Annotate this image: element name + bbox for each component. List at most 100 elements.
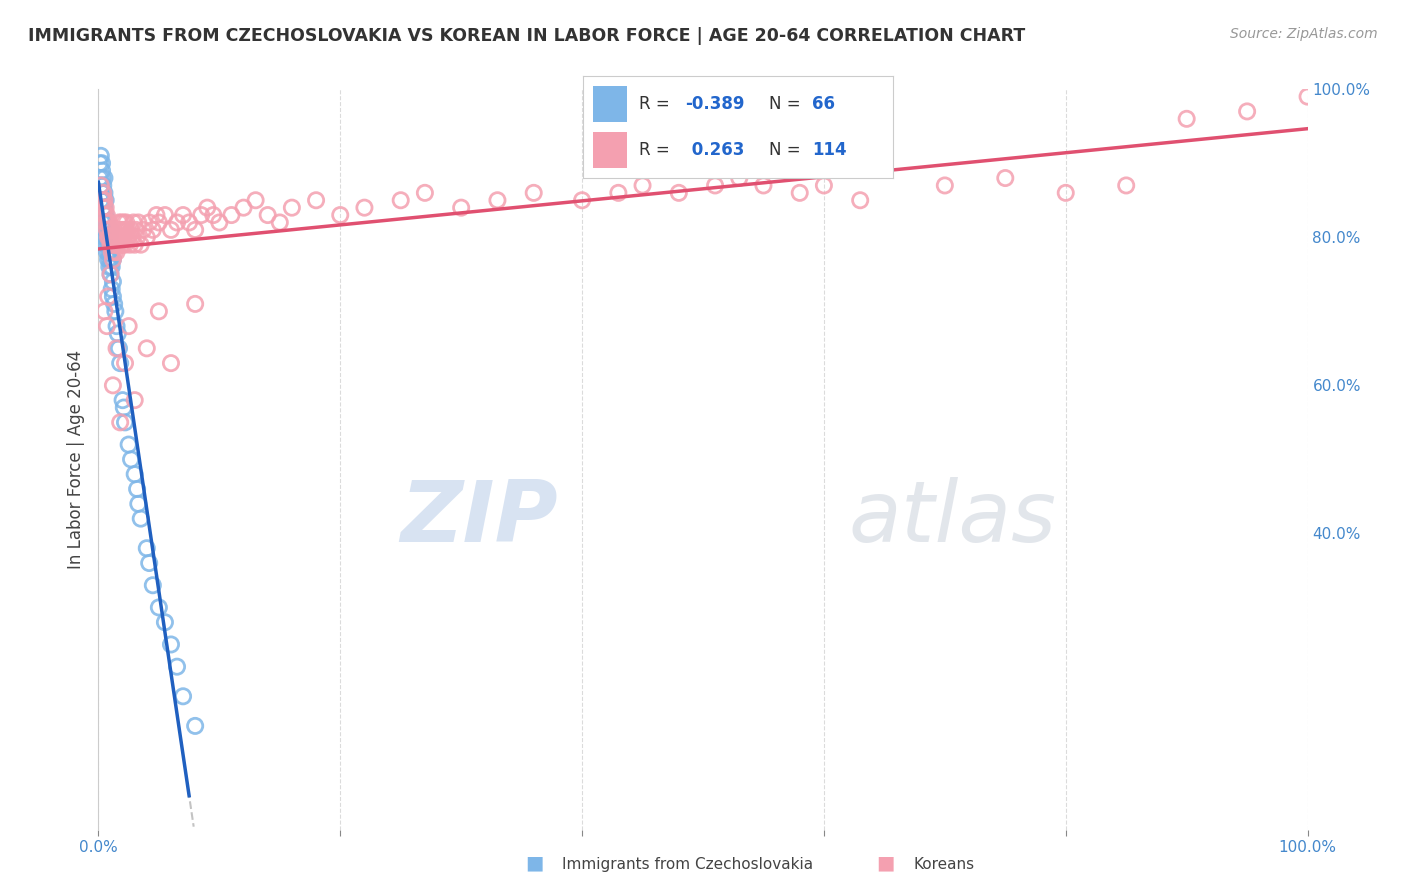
Point [389,194,412,208]
Point [166,215,188,229]
Point [103,230,125,244]
Point [607,186,630,200]
Point [97,289,120,303]
Point [91,194,114,208]
Point [120,452,142,467]
Text: 0.263: 0.263 [686,141,744,159]
Point [98,245,121,260]
Text: -0.389: -0.389 [686,95,745,112]
Point [100,245,122,260]
Point [148,215,170,229]
Point [94,237,117,252]
Point [145,208,167,222]
Point [93,186,115,200]
Point [104,237,127,252]
Point [96,215,118,229]
Point [111,393,134,408]
Bar [593,132,627,168]
Point [91,215,114,229]
Point [1115,178,1137,193]
Point [114,415,136,429]
Point [107,223,129,237]
Point [208,215,231,229]
Point [135,341,157,355]
Point [486,194,509,208]
Point [100,252,122,267]
Point [269,215,291,229]
Point [108,223,131,237]
Point [184,223,207,237]
Text: N =: N = [769,95,806,112]
Point [97,252,120,267]
Point [91,186,114,200]
Point [135,541,157,556]
Point [281,201,304,215]
Point [93,201,115,215]
Text: IMMIGRANTS FROM CZECHOSLOVAKIA VS KOREAN IN LABOR FORCE | AGE 20-64 CORRELATION : IMMIGRANTS FROM CZECHOSLOVAKIA VS KOREAN… [28,27,1025,45]
Point [129,237,152,252]
Point [118,437,141,451]
Point [125,223,148,237]
Point [118,230,141,244]
Point [112,230,135,244]
Point [90,178,112,193]
Point [104,223,127,237]
Point [100,268,122,282]
Point [100,282,122,296]
Point [934,178,956,193]
Point [93,215,115,229]
Point [100,237,122,252]
Point [93,194,115,208]
Point [111,223,134,237]
Point [97,237,120,252]
Point [98,215,121,229]
Point [91,186,114,200]
Point [631,178,654,193]
Point [108,237,131,252]
Point [91,156,114,170]
Point [89,156,111,170]
Point [704,178,727,193]
Point [179,215,201,229]
Point [91,201,114,215]
Point [1296,89,1319,103]
Text: Immigrants from Czechoslovakia: Immigrants from Czechoslovakia [562,857,814,872]
Point [108,341,131,355]
Point [202,208,225,222]
Point [94,215,117,229]
Point [105,319,128,334]
Point [108,215,131,229]
Point [190,208,212,222]
Point [221,208,243,222]
Point [91,178,114,193]
Text: N =: N = [769,141,806,159]
Point [994,171,1017,186]
Point [118,319,141,334]
Point [94,223,117,237]
Point [103,245,125,260]
Point [571,194,593,208]
Point [129,511,152,525]
Point [184,719,207,733]
Point [101,275,124,289]
Point [789,186,811,200]
Point [90,149,112,163]
Point [105,245,128,260]
Point [120,223,142,237]
Point [112,401,135,415]
Point [93,194,115,208]
Point [160,356,183,370]
Point [91,171,114,186]
Point [105,230,128,244]
Point [100,268,122,282]
Point [110,230,132,244]
Point [114,223,136,237]
Point [256,208,278,222]
Text: ZIP: ZIP [401,477,558,560]
Point [98,230,121,244]
Point [195,201,218,215]
Point [148,304,170,318]
Point [132,223,155,237]
Point [98,260,121,274]
Point [124,237,146,252]
